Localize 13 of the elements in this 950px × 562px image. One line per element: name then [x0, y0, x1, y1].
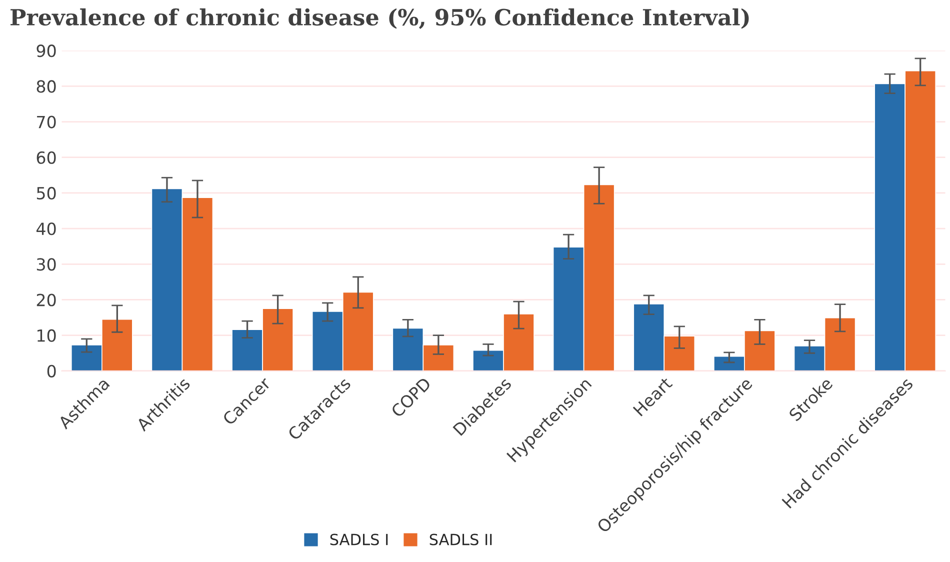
y-tick-label: 20 [36, 294, 56, 306]
y-tick-label: 60 [36, 151, 56, 164]
y-tick-label: 40 [36, 222, 56, 236]
y-tick-label: 80 [36, 80, 56, 93]
legend-label: SADLS I [330, 534, 388, 546]
legend-label: SADLS II [430, 534, 492, 546]
chart-title: Prevalence of chronic disease (%, 95% Confidence Interval) [10, 8, 749, 29]
y-tick-label: 50 [36, 186, 56, 200]
y-tick-label: 10 [38, 329, 56, 342]
y-tick-label: 70 [37, 116, 56, 128]
y-tick-label: 0 [47, 364, 56, 378]
y-tick-label: 90 [36, 44, 56, 58]
y-tick-label: 30 [36, 258, 56, 271]
